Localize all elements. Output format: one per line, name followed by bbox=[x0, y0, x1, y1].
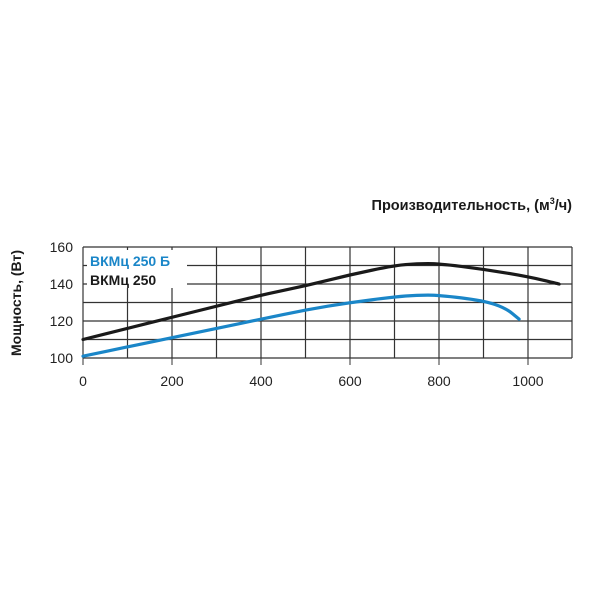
x-tick-label: 1000 bbox=[512, 373, 543, 389]
y-tick-label: 100 bbox=[50, 350, 74, 366]
x-tick-label: 0 bbox=[79, 373, 87, 389]
x-tick-label: 800 bbox=[427, 373, 451, 389]
y-tick-label: 120 bbox=[50, 313, 74, 329]
legend-background bbox=[87, 250, 187, 288]
chart-title: Производительность, (м3/ч) bbox=[371, 196, 572, 214]
series-line bbox=[81, 293, 521, 358]
series-line bbox=[81, 262, 561, 342]
x-tick-label: 200 bbox=[160, 373, 184, 389]
x-tick-label: 400 bbox=[249, 373, 273, 389]
y-tick-label: 160 bbox=[50, 239, 74, 255]
x-tick-label: 600 bbox=[338, 373, 362, 389]
legend-entry: ВКМц 250 Б bbox=[90, 253, 170, 269]
y-tick-label: 140 bbox=[50, 276, 74, 292]
legend-entry: ВКМц 250 bbox=[90, 272, 156, 288]
